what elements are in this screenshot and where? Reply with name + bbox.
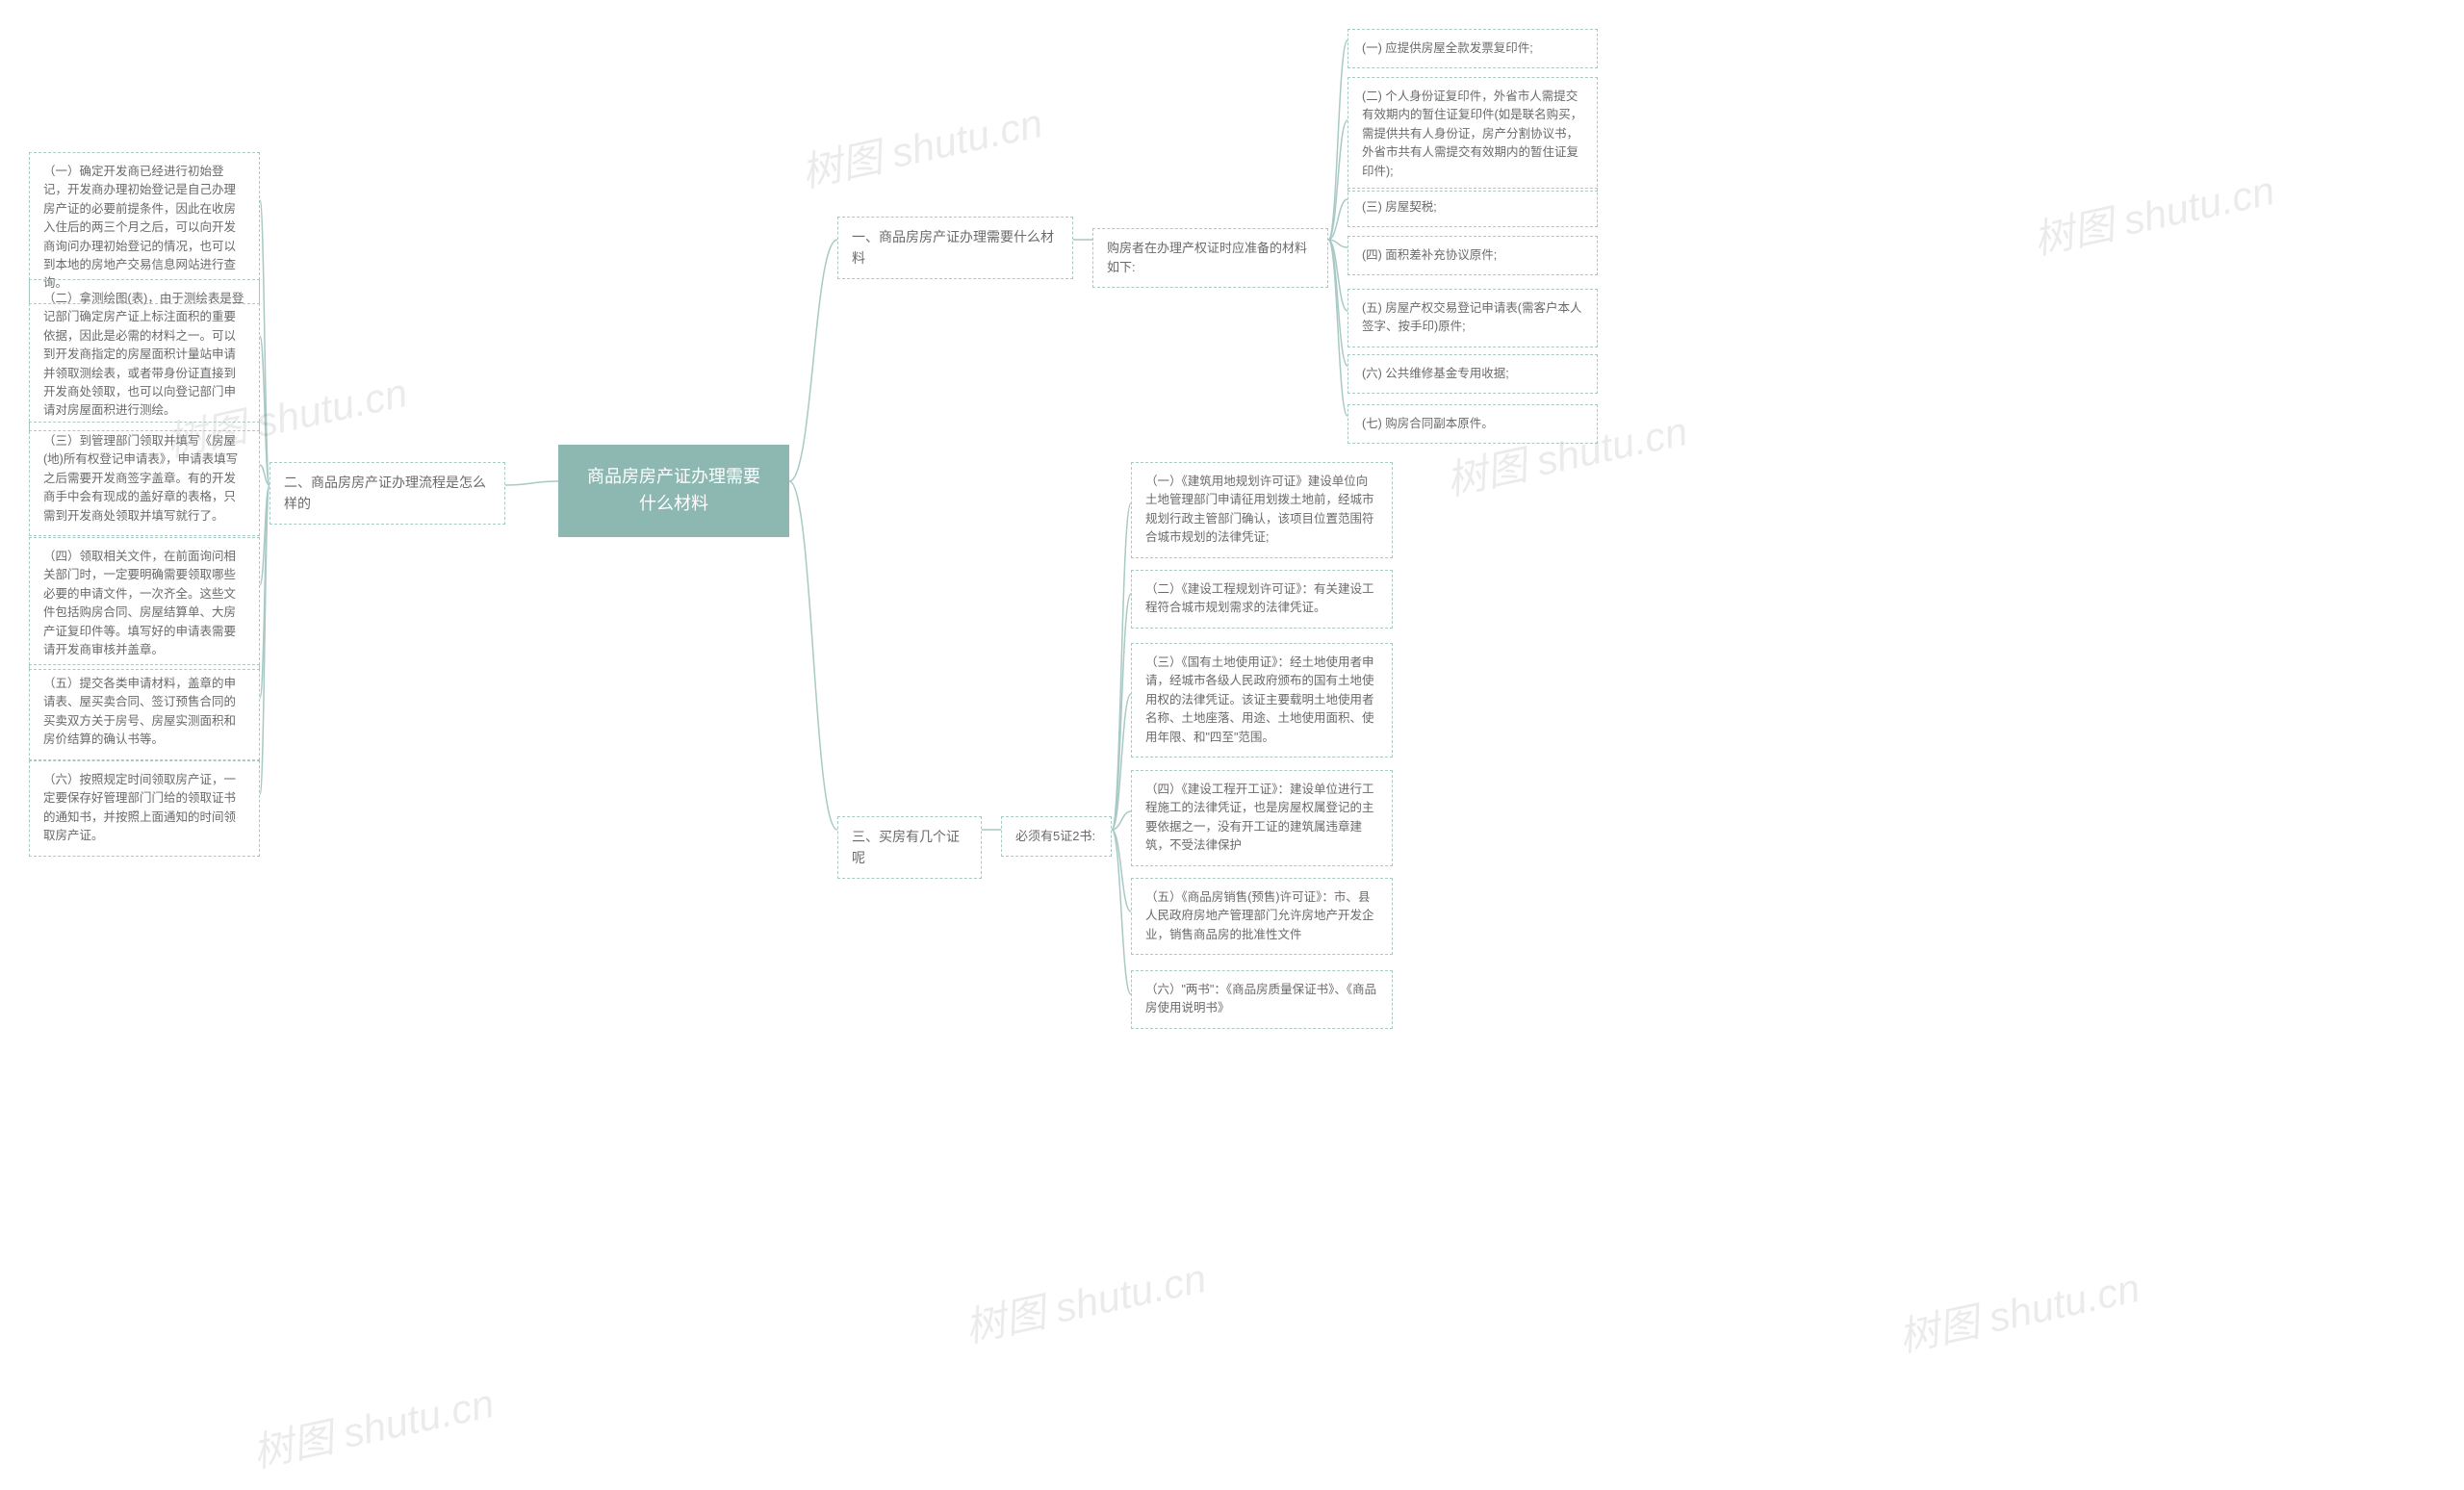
sub-right-1: 必须有5证2书: — [1001, 816, 1112, 857]
right-leaf-1-2: （三）《国有土地使用证》：经土地使用者申请，经城市各级人民政府颁布的国有土地使用… — [1131, 643, 1393, 758]
branch-right-0: 一、商品房房产证办理需要什么材料 — [837, 217, 1073, 279]
right-leaf-1-0: （一）《建筑用地规划许可证》建设单位向土地管理部门申请征用划拨土地前，经城市规划… — [1131, 462, 1393, 558]
right-leaf-1-1: （二）《建设工程规划许可证》：有关建设工程符合城市规划需求的法律凭证。 — [1131, 570, 1393, 629]
left-leaf-1: （二）拿测绘图(表)，由于测绘表是登记部门确定房产证上标注面积的重要依据，因此是… — [29, 279, 260, 431]
right-leaf-0-2: (三) 房屋契税; — [1348, 188, 1598, 227]
watermark: 树图 shutu.cn — [246, 1371, 499, 1479]
left-leaf-4: （五）提交各类申请材料，盖章的申请表、屋买卖合同、签订预售合同的买卖双方关于房号… — [29, 664, 260, 760]
watermark: 树图 shutu.cn — [2027, 158, 2279, 267]
sub-right-0: 购房者在办理产权证时应准备的材料如下: — [1092, 228, 1328, 288]
watermark: 树图 shutu.cn — [959, 1246, 1211, 1354]
right-leaf-0-5: (六) 公共维修基金专用收据; — [1348, 354, 1598, 394]
right-leaf-0-1: (二) 个人身份证复印件，外省市人需提交有效期内的暂住证复印件(如是联名购买，需… — [1348, 77, 1598, 192]
left-leaf-3: （四）领取相关文件，在前面询问相关部门时，一定要明确需要领取哪些必要的申请文件，… — [29, 537, 260, 670]
left-leaf-2: （三）到管理部门领取并填写《房屋(地)所有权登记申请表》，申请表填写之后需要开发… — [29, 422, 260, 536]
root-node: 商品房房产证办理需要什么材料 — [558, 445, 789, 537]
right-leaf-1-3: （四）《建设工程开工证》：建设单位进行工程施工的法律凭证，也是房屋权属登记的主要… — [1131, 770, 1393, 866]
right-leaf-1-4: （五）《商品房销售(预售)许可证》：市、县人民政府房地产管理部门允许房地产开发企… — [1131, 878, 1393, 955]
right-leaf-0-6: (七) 购房合同副本原件。 — [1348, 404, 1598, 444]
watermark: 树图 shutu.cn — [1892, 1255, 2144, 1364]
right-leaf-0-3: (四) 面积差补充协议原件; — [1348, 236, 1598, 275]
branch-right-1: 三、买房有几个证呢 — [837, 816, 982, 879]
right-leaf-1-5: （六）"两书"：《商品房质量保证书》、《商品房使用说明书》 — [1131, 970, 1393, 1029]
right-leaf-0-0: (一) 应提供房屋全款发票复印件; — [1348, 29, 1598, 68]
branch-left: 二、商品房房产证办理流程是怎么样的 — [270, 462, 505, 525]
watermark: 树图 shutu.cn — [795, 90, 1047, 199]
left-leaf-5: （六）按照规定时间领取房产证，一定要保存好管理部门门给的领取证书的通知书，并按照… — [29, 760, 260, 857]
right-leaf-0-4: (五) 房屋产权交易登记申请表(需客户本人签字、按手印)原件; — [1348, 289, 1598, 347]
